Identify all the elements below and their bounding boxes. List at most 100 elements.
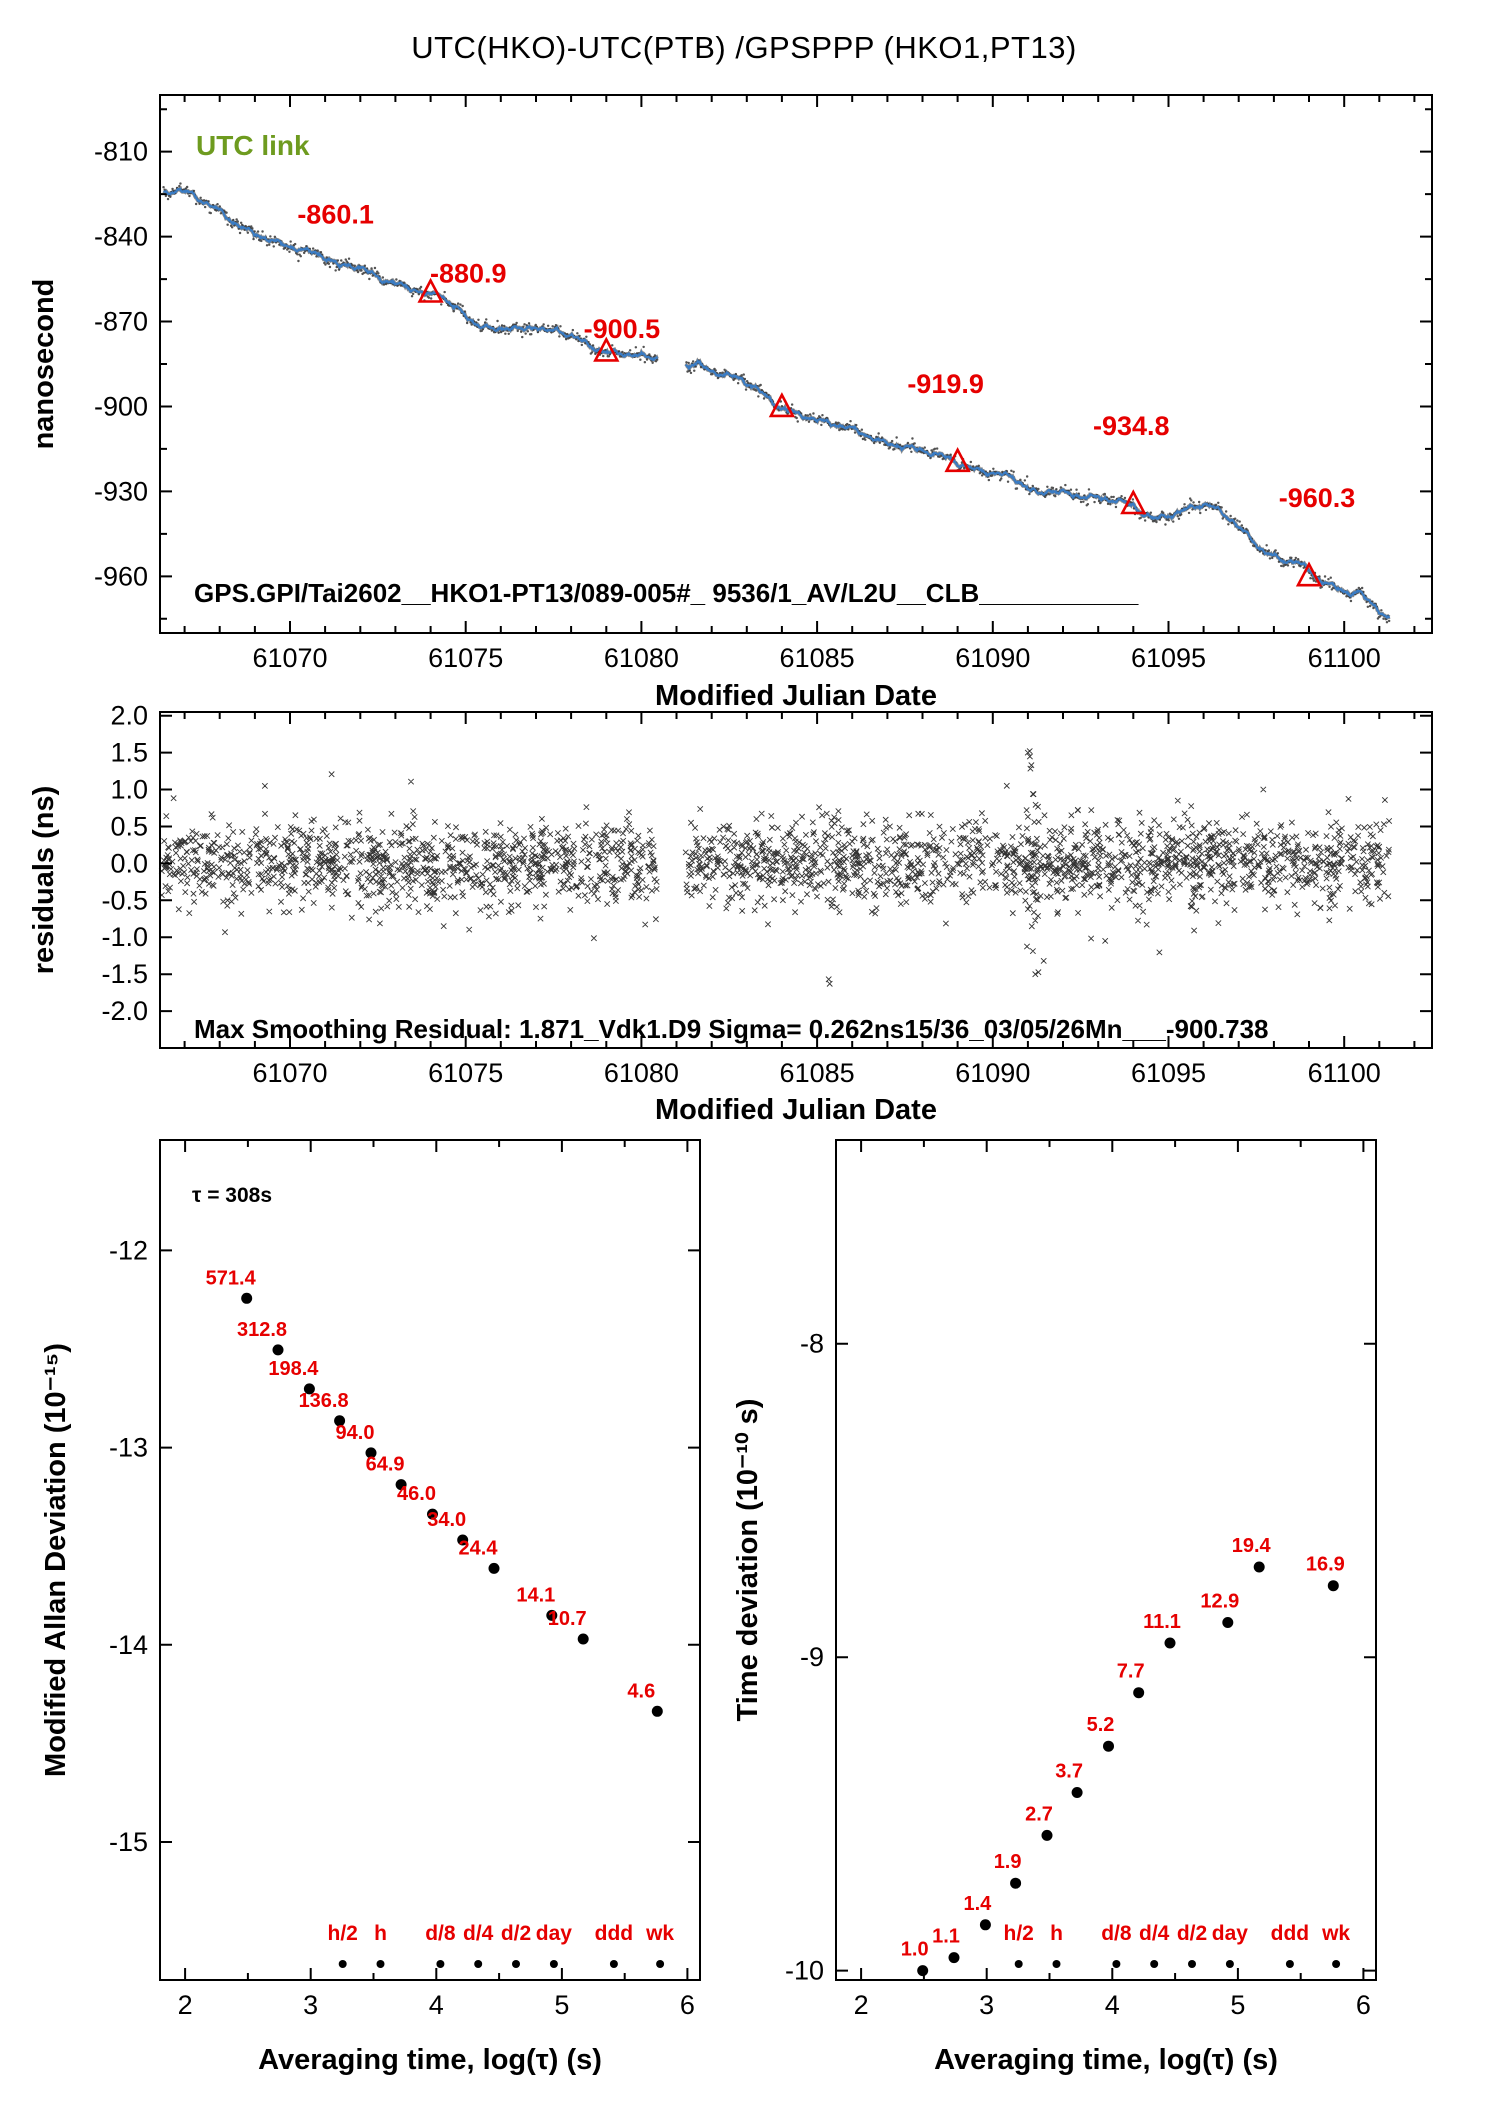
- time-mark-label: ddd: [595, 1922, 633, 1945]
- tdev-point: [1010, 1877, 1022, 1889]
- time-mark-dot: [512, 1960, 520, 1968]
- mdev-point: [546, 1609, 558, 1621]
- marker-value-label: -960.3: [1279, 483, 1356, 513]
- plot-frame: [159, 711, 1433, 1049]
- mdev-point: [457, 1534, 469, 1546]
- time-mark-label: day: [1212, 1922, 1249, 1945]
- tdev-point-label: 2.7: [1025, 1803, 1053, 1825]
- y-tick-label: -13: [109, 1433, 148, 1463]
- phase-xaxis-title: Modified Julian Date: [655, 680, 937, 712]
- calibration-marker-triangle: [1295, 561, 1323, 587]
- x-tick-label: 61095: [1131, 1058, 1206, 1088]
- plot-frame: [835, 1139, 1377, 1981]
- x-tick-label: 61070: [252, 643, 327, 673]
- time-mark-label: ddd: [1271, 1922, 1309, 1945]
- time-mark-dot: [1052, 1960, 1061, 1968]
- marker-value-label: -934.8: [1093, 411, 1170, 441]
- x-tick-label: 61095: [1131, 643, 1206, 673]
- mdev-yaxis-title: Modified Allan Deviation (10⁻¹⁵): [40, 1343, 72, 1777]
- time-mark-label: day: [536, 1922, 573, 1945]
- time-mark-dot: [1332, 1960, 1341, 1968]
- time-mark-dot: [549, 1960, 558, 1968]
- mdev-point: [427, 1508, 438, 1520]
- time-mark-label: wk: [1321, 1922, 1350, 1945]
- axis-ticks: [160, 712, 1432, 1048]
- tdev-point: [948, 1952, 960, 1964]
- time-mark-label: h: [1050, 1922, 1063, 1945]
- mdev-point: [395, 1479, 407, 1491]
- tdev-point-label: 1.4: [963, 1893, 992, 1915]
- mdev-chart: 2 3 4 5 6 -12 -13 -14 -15 571.4 312.8 198.4 136.8 94.…: [109, 1139, 701, 2020]
- mdev-point: [241, 1292, 253, 1304]
- tdev-point: [979, 1919, 991, 1931]
- calibration-marker-triangle: [944, 446, 971, 473]
- y-tick-label: 2.0: [110, 701, 148, 731]
- mdev-point-label: 14.1: [516, 1584, 555, 1606]
- time-mark-label: d/4: [463, 1922, 494, 1945]
- x-tick-label: 2: [178, 1990, 193, 2020]
- mdev-point-label: 136.8: [299, 1390, 349, 1412]
- mdev-xaxis-title: Averaging time, log(τ) (s): [258, 2044, 602, 2076]
- y-tick-label: -9: [800, 1642, 824, 1672]
- x-tick-label: 61070: [252, 1058, 327, 1088]
- x-tick-label: 61080: [604, 643, 679, 673]
- mdev-point-label: 571.4: [206, 1267, 257, 1289]
- mdev-point-label: 4.6: [627, 1680, 655, 1702]
- residual-sigma-annotation: Max Smoothing Residual: 1.871_Vdk1.D9 Si…: [194, 1014, 1269, 1044]
- utc-link-label: UTC link: [196, 130, 310, 161]
- mdev-point: [651, 1705, 663, 1717]
- tdev-point: [1253, 1561, 1265, 1573]
- tdev-point-label: 1.1: [932, 1926, 960, 1948]
- mdev-point-label: 34.0: [427, 1509, 466, 1531]
- time-mark-label: h: [374, 1922, 387, 1945]
- mdev-point-label: 24.4: [459, 1537, 499, 1559]
- calibration-marker-triangle: [1120, 489, 1147, 515]
- mdev-point-label: 312.8: [237, 1319, 287, 1341]
- time-mark-label: d/8: [425, 1922, 456, 1945]
- time-mark-label: d/4: [1139, 1922, 1170, 1945]
- tdev-point: [1222, 1617, 1234, 1628]
- mdev-point-label: 46.0: [397, 1483, 436, 1505]
- x-tick-label: 61100: [1308, 643, 1381, 673]
- x-tick-label: 5: [554, 1990, 569, 2020]
- tau-annotation: τ = 308s: [192, 1184, 273, 1207]
- time-mark-dot: [609, 1960, 618, 1968]
- x-tick-label: 61085: [780, 1058, 855, 1088]
- x-tick-label: 4: [429, 1990, 444, 2020]
- tdev-point-label: 7.7: [1117, 1661, 1145, 1683]
- plot-frame: [159, 94, 1433, 634]
- mdev-point: [303, 1383, 315, 1395]
- time-mark-dot: [338, 1960, 347, 1968]
- tdev-xaxis-title: Averaging time, log(τ) (s): [934, 2044, 1278, 2076]
- y-tick-label: -10: [785, 1956, 824, 1986]
- x-tick-label: 6: [680, 1990, 695, 2020]
- time-mark-label: d/2: [501, 1922, 531, 1945]
- phase-source-annotation: GPS.GPI/Tai2602__HKO1-PT13/089-005#_ 953…: [194, 578, 1139, 608]
- page-title: UTC(HKO)-UTC(PTB) /GPSPPP (HKO1,PT13): [411, 30, 1077, 65]
- tdev-point-label: 3.7: [1055, 1761, 1083, 1783]
- y-tick-label: -870: [94, 307, 148, 337]
- x-tick-label: 61080: [604, 1058, 679, 1088]
- mdev-point: [334, 1415, 346, 1427]
- calibration-marker-triangle: [768, 392, 796, 418]
- x-tick-label: 5: [1230, 1990, 1245, 2020]
- time-mark-dot: [1150, 1960, 1159, 1968]
- y-tick-label: -930: [94, 476, 148, 506]
- plot-frame: [159, 1139, 701, 1981]
- time-mark-dot: [1014, 1960, 1023, 1968]
- mdev-point-label: 64.9: [366, 1454, 405, 1476]
- y-tick-label: -14: [109, 1630, 148, 1660]
- calibration-marker-triangle: [593, 336, 620, 362]
- time-mark-dot: [474, 1960, 483, 1968]
- time-mark-dot: [376, 1960, 385, 1968]
- tdev-chart: 2 3 4 5 6 -8 -9 -10 1.01.11.41.9 2.73.7 5.2 7.7 11.1…: [785, 1139, 1377, 2020]
- tdev-point-label: 16.9: [1306, 1554, 1345, 1576]
- y-tick-label: -1.0: [101, 922, 148, 952]
- y-tick-label: 1.5: [110, 738, 148, 768]
- y-tick-label: -15: [109, 1827, 148, 1857]
- mdev-point: [365, 1447, 377, 1459]
- calibration-marker-triangle: [417, 277, 444, 303]
- tdev-yaxis-title: Time deviation (10⁻¹⁰ s): [732, 1398, 764, 1722]
- tdev-point: [1103, 1740, 1114, 1752]
